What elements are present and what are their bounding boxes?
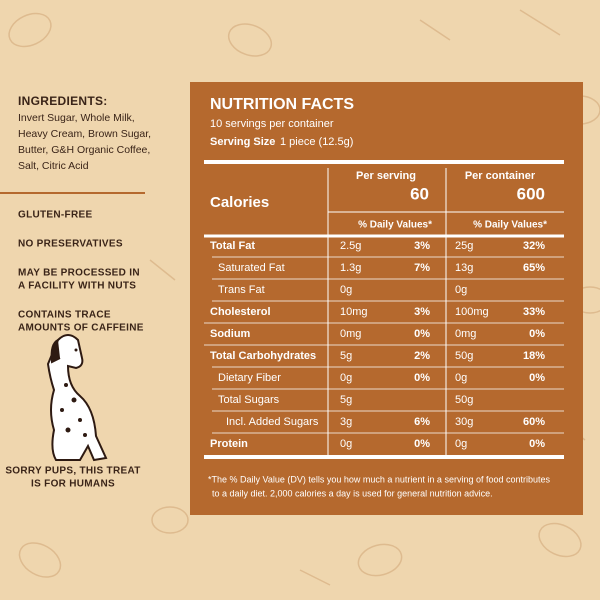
dog-caption: SORRY PUPS, THIS TREAT	[5, 466, 140, 477]
amount-serving: 2.5g	[340, 240, 361, 252]
dv-container: 0%	[529, 438, 545, 450]
amount-serving: 1.3g	[340, 262, 361, 274]
dv-container: 60%	[523, 416, 545, 428]
claim: CONTAINS TRACE	[18, 310, 111, 321]
dv-container: 0%	[529, 372, 545, 384]
amount-serving: 5g	[340, 394, 352, 406]
dog-illustration	[46, 334, 108, 462]
nutrition-panel	[190, 82, 583, 515]
nutrient-name: Sodium	[210, 328, 251, 340]
calories-label: Calories	[210, 194, 269, 211]
amount-container: 0g	[455, 284, 467, 296]
dv-serving: 6%	[414, 416, 430, 428]
ingredients-line: Butter, G&H Organic Coffee,	[18, 144, 150, 156]
claim: MAY BE PROCESSED IN	[18, 268, 140, 279]
dv-container: 18%	[523, 350, 545, 362]
dv-container: 33%	[523, 306, 545, 318]
nutrition-title: NUTRITION FACTS	[210, 96, 354, 113]
amount-container: 100mg	[455, 306, 489, 318]
ingredients-title: INGREDIENTS:	[18, 94, 108, 108]
amount-serving: 0g	[340, 284, 352, 296]
nutrient-name: Trans Fat	[218, 284, 265, 296]
dv-container: 32%	[523, 240, 545, 252]
amount-serving: 5g	[340, 350, 352, 362]
servings: 10 servings per container	[210, 118, 334, 130]
amount-serving: 3g	[340, 416, 352, 428]
amount-container: 0g	[455, 372, 467, 384]
calories-container: 600	[517, 184, 545, 203]
nutrient-name: Saturated Fat	[218, 262, 285, 274]
nutrient-name: Protein	[210, 438, 248, 450]
dv-serving: 2%	[414, 350, 430, 362]
amount-serving: 0g	[340, 372, 352, 384]
dv-serving: 3%	[414, 306, 430, 318]
nutrient-name: Incl. Added Sugars	[226, 416, 319, 428]
nutrient-name: Total Fat	[210, 240, 255, 252]
dv-serving: 0%	[414, 438, 430, 450]
footnote: *The % Daily Value (DV) tells you how mu…	[208, 474, 551, 484]
nutrient-name: Cholesterol	[210, 306, 271, 318]
dog-caption: IS FOR HUMANS	[31, 479, 115, 490]
bean-pattern	[8, 9, 600, 586]
amount-container: 50g	[455, 394, 473, 406]
amount-container: 25g	[455, 240, 473, 252]
nutrient-name: Total Sugars	[218, 394, 280, 406]
dv-container: 0%	[529, 328, 545, 340]
amount-container: 0mg	[455, 328, 476, 340]
per-container-label: Per container	[465, 170, 536, 182]
amount-container: 13g	[455, 262, 473, 274]
ingredients-line: Invert Sugar, Whole Milk,	[18, 112, 135, 124]
claim: NO PRESERVATIVES	[18, 239, 123, 250]
dv-container: 65%	[523, 262, 545, 274]
ingredients-line: Heavy Cream, Brown Sugar,	[18, 128, 151, 140]
serving-size: 1 piece (12.5g)	[280, 136, 353, 148]
dv-serving: 7%	[414, 262, 430, 274]
amount-container: 0g	[455, 438, 467, 450]
amount-serving: 0mg	[340, 328, 361, 340]
claim: GLUTEN-FREE	[18, 210, 92, 221]
per-serving-label: Per serving	[356, 170, 416, 182]
amount-container: 50g	[455, 350, 473, 362]
ingredients-line: Salt, Citric Acid	[18, 160, 89, 172]
claim: AMOUNTS OF CAFFEINE	[18, 323, 144, 334]
calories-serving: 60	[410, 184, 429, 203]
footnote: to a daily diet. 2,000 calories a day is…	[212, 488, 493, 498]
dv-header: % Daily Values*	[473, 220, 547, 231]
claim: A FACILITY WITH NUTS	[18, 281, 136, 292]
amount-serving: 0g	[340, 438, 352, 450]
amount-serving: 10mg	[340, 306, 368, 318]
nutrient-name: Total Carbohydrates	[210, 350, 316, 362]
nutrient-name: Dietary Fiber	[218, 372, 281, 384]
serving-size-label: Serving Size	[210, 136, 275, 148]
amount-container: 30g	[455, 416, 473, 428]
dv-header: % Daily Values*	[358, 220, 432, 231]
dv-serving: 0%	[414, 328, 430, 340]
dv-serving: 0%	[414, 372, 430, 384]
dv-serving: 3%	[414, 240, 430, 252]
